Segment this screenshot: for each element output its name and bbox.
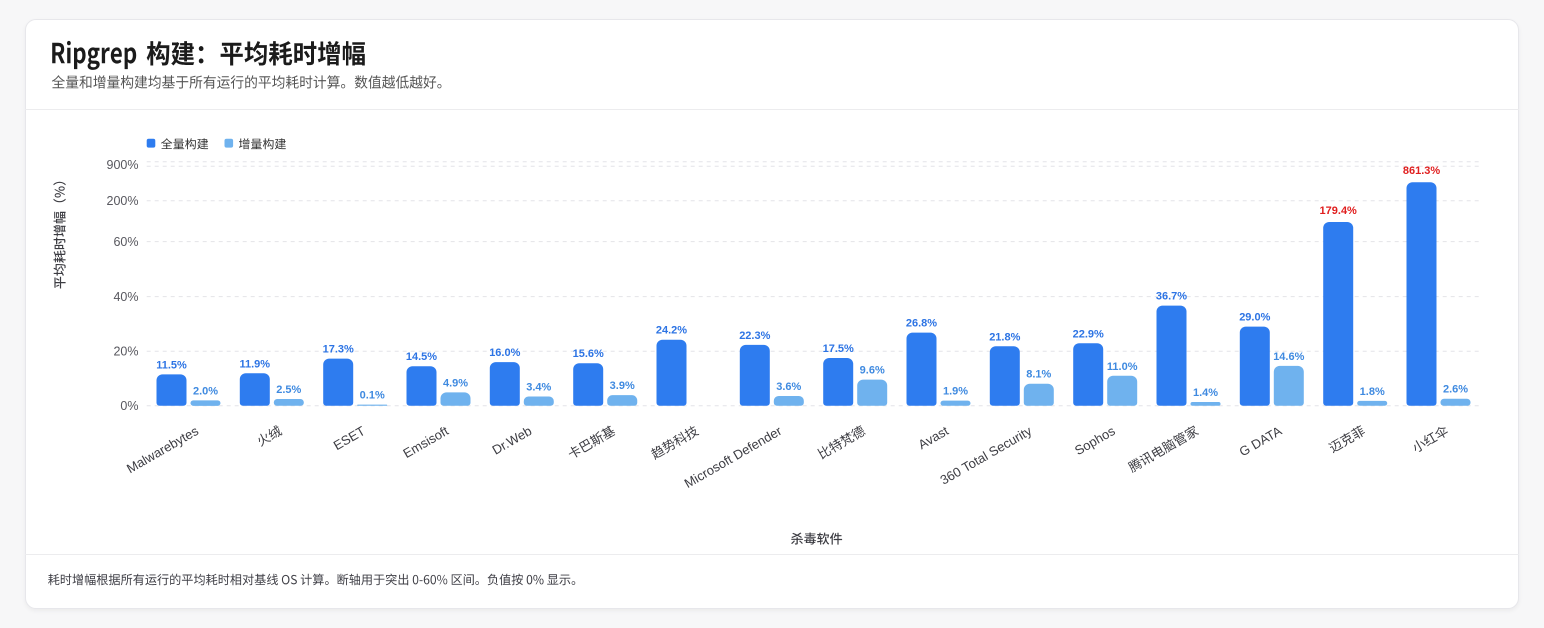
svg-text:36.7%: 36.7%: [1156, 291, 1187, 303]
svg-text:17.5%: 17.5%: [823, 343, 854, 355]
svg-text:9.6%: 9.6%: [860, 365, 885, 377]
svg-text:Emsisoft: Emsisoft: [400, 423, 451, 461]
svg-text:4.9%: 4.9%: [443, 377, 468, 389]
svg-text:Sophos: Sophos: [1072, 423, 1118, 458]
svg-text:2.0%: 2.0%: [193, 385, 218, 397]
svg-text:Microsoft Defender: Microsoft Defender: [682, 423, 785, 491]
svg-text:14.5%: 14.5%: [406, 351, 437, 363]
svg-text:22.9%: 22.9%: [1073, 328, 1104, 340]
svg-text:G DATA: G DATA: [1237, 423, 1285, 459]
svg-text:15.6%: 15.6%: [573, 348, 604, 360]
svg-text:11.0%: 11.0%: [1107, 361, 1138, 373]
svg-text:0.1%: 0.1%: [360, 390, 385, 402]
svg-text:2.5%: 2.5%: [276, 384, 301, 396]
svg-text:Avast: Avast: [916, 423, 952, 452]
svg-text:22.3%: 22.3%: [739, 330, 770, 342]
svg-text:3.9%: 3.9%: [610, 380, 635, 392]
svg-text:21.8%: 21.8%: [989, 331, 1020, 343]
svg-text:ESET: ESET: [331, 423, 368, 453]
svg-text:1.4%: 1.4%: [1193, 387, 1218, 399]
svg-text:40%: 40%: [113, 290, 138, 304]
svg-text:Malwarebytes: Malwarebytes: [124, 423, 201, 476]
svg-text:861.3%: 861.3%: [1403, 165, 1441, 177]
svg-text:3.4%: 3.4%: [526, 382, 551, 394]
svg-text:11.9%: 11.9%: [240, 358, 271, 370]
svg-text:200%: 200%: [107, 194, 139, 208]
svg-text:8.1%: 8.1%: [1026, 369, 1051, 381]
svg-text:17.3%: 17.3%: [323, 344, 354, 356]
svg-text:1.9%: 1.9%: [943, 386, 968, 398]
svg-text:24.2%: 24.2%: [656, 325, 687, 337]
svg-text:360 Total Security: 360 Total Security: [938, 423, 1035, 488]
svg-text:11.5%: 11.5%: [156, 359, 187, 371]
svg-text:3.6%: 3.6%: [776, 381, 801, 393]
svg-text:29.0%: 29.0%: [1239, 312, 1270, 324]
svg-text:179.4%: 179.4%: [1320, 205, 1358, 217]
svg-text:14.6%: 14.6%: [1273, 351, 1304, 363]
svg-text:Dr.Web: Dr.Web: [489, 423, 534, 458]
svg-text:2.6%: 2.6%: [1443, 384, 1468, 396]
svg-text:16.0%: 16.0%: [489, 347, 520, 359]
svg-text:26.8%: 26.8%: [906, 318, 937, 330]
svg-text:20%: 20%: [113, 345, 138, 359]
svg-text:900%: 900%: [107, 158, 139, 172]
svg-text:60%: 60%: [113, 235, 138, 249]
svg-text:0%: 0%: [120, 399, 138, 413]
svg-text:1.8%: 1.8%: [1360, 386, 1385, 398]
